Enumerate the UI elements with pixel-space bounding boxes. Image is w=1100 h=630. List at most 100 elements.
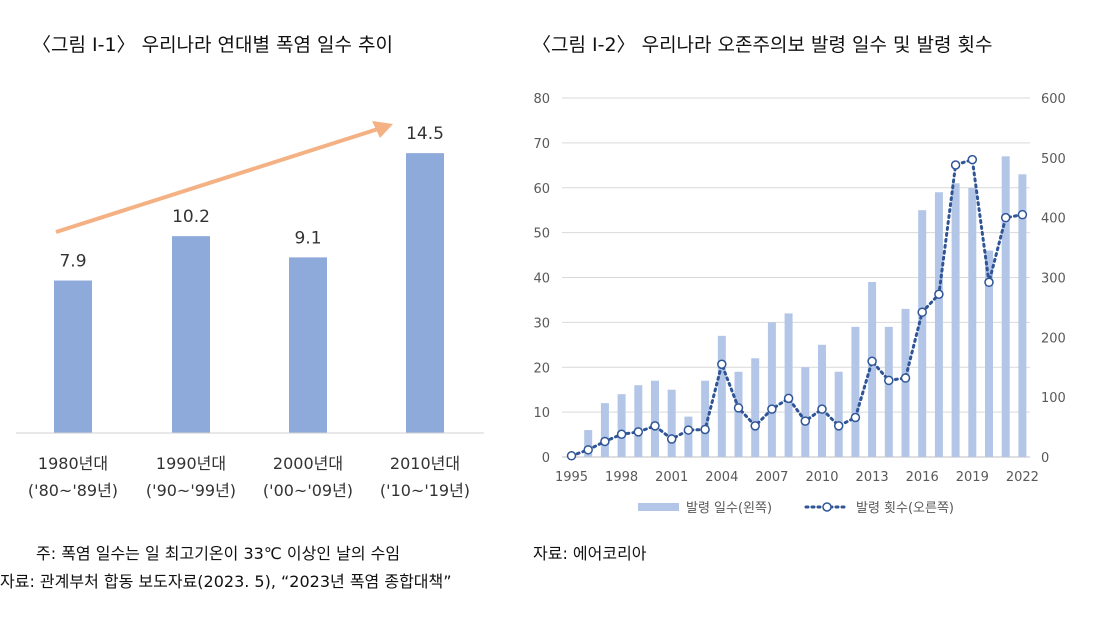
category-label: 2010년대 bbox=[390, 454, 460, 473]
y-right-tick-label: 100 bbox=[1041, 391, 1066, 406]
line-point bbox=[817, 404, 827, 414]
bar bbox=[784, 313, 793, 457]
y-left-tick-label: 0 bbox=[542, 451, 550, 466]
y-right-tick-label: 300 bbox=[1041, 272, 1066, 287]
line-point bbox=[1000, 212, 1011, 223]
bar bbox=[985, 250, 993, 457]
bar bbox=[767, 322, 776, 457]
x-tick-label: 2022 bbox=[1006, 470, 1039, 485]
line-point bbox=[683, 425, 694, 435]
bar bbox=[868, 281, 877, 457]
line-point bbox=[867, 356, 877, 367]
category-label: 2000년대 bbox=[273, 454, 343, 473]
line-point bbox=[717, 359, 727, 370]
data-label: 7.9 bbox=[59, 252, 86, 272]
bar bbox=[918, 210, 927, 457]
bar bbox=[701, 380, 710, 457]
line-point bbox=[600, 436, 610, 447]
legend-line-marker bbox=[822, 502, 832, 512]
x-tick-label: 1995 bbox=[555, 470, 588, 485]
y-right-tick-label: 0 bbox=[1041, 451, 1049, 466]
x-tick-label: 2001 bbox=[655, 470, 688, 485]
legend-bar-label: 발령 일수(왼쪽) bbox=[686, 501, 772, 516]
category-label: 1990년대 bbox=[156, 454, 226, 473]
y-left-tick-label: 60 bbox=[533, 182, 550, 197]
right-chart-title: 〈그림 Ⅰ-2〉 우리나라 오존주의보 발령 일수 및 발령 횟수 bbox=[532, 34, 993, 56]
y-left-tick-label: 40 bbox=[533, 272, 550, 287]
bar bbox=[684, 416, 693, 457]
bar bbox=[667, 389, 676, 457]
x-tick-label: 2019 bbox=[956, 470, 989, 485]
line-point bbox=[917, 307, 927, 317]
line-point bbox=[633, 427, 644, 437]
y-left-tick-label: 80 bbox=[533, 92, 550, 107]
line-point bbox=[583, 445, 593, 455]
left-chart-title: 〈그림 Ⅰ-1〉 우리나라 연대별 폭염 일수 추이 bbox=[32, 34, 393, 56]
category-label: 1980년대 bbox=[38, 454, 108, 473]
line-point bbox=[900, 373, 911, 383]
bar bbox=[901, 308, 910, 457]
line-point bbox=[566, 451, 577, 461]
bar bbox=[1001, 156, 1010, 457]
x-tick-label: 2016 bbox=[906, 470, 939, 485]
bar bbox=[818, 344, 826, 457]
line-point bbox=[783, 393, 794, 404]
line-point bbox=[967, 154, 978, 165]
bar bbox=[751, 358, 760, 457]
trend-arrow-head bbox=[372, 121, 393, 138]
y-left-tick-label: 30 bbox=[533, 316, 550, 331]
bar bbox=[584, 430, 593, 457]
trend-arrow-line bbox=[55, 127, 379, 234]
line-point bbox=[884, 375, 894, 386]
bar bbox=[851, 326, 860, 457]
bar bbox=[834, 371, 843, 457]
bar bbox=[600, 403, 609, 457]
left-source: 자료: 관계부처 합동 보도자료(2023. 5), “2023년 폭염 종합대… bbox=[0, 572, 452, 591]
x-tick-label: 2007 bbox=[755, 470, 788, 485]
line-point bbox=[750, 421, 760, 431]
data-label: 14.5 bbox=[406, 124, 444, 144]
bar bbox=[717, 335, 726, 457]
line-point bbox=[700, 424, 710, 435]
line-point bbox=[934, 289, 944, 300]
category-sublabel: ('10~'19년) bbox=[380, 481, 470, 500]
bar bbox=[884, 326, 893, 457]
bar bbox=[54, 280, 92, 433]
line-point bbox=[650, 421, 660, 431]
bar bbox=[634, 385, 643, 457]
line-point bbox=[1017, 209, 1028, 220]
bar bbox=[734, 371, 743, 457]
line-point bbox=[984, 277, 994, 288]
bar bbox=[172, 236, 210, 433]
bar bbox=[617, 394, 626, 457]
bar bbox=[406, 153, 444, 433]
right-chart: 0 10 20 30 40 50 60 70 80 0 100 200 300 400 500 600 1995… bbox=[533, 92, 1066, 516]
bar bbox=[801, 367, 810, 457]
x-tick-label: 2004 bbox=[705, 470, 738, 485]
left-chart: 7.9 1980년대 ('80~'89년) 10.2 1990년대 ('90~'99년) 9… bbox=[16, 121, 484, 500]
line-point bbox=[767, 404, 777, 414]
y-right-tick-label: 500 bbox=[1041, 152, 1066, 167]
line-point bbox=[733, 403, 744, 413]
y-left-tick-label: 10 bbox=[533, 406, 550, 421]
y-right-tick-label: 600 bbox=[1041, 92, 1066, 107]
legend-line-label: 발령 횟수(오른쪽) bbox=[856, 501, 954, 516]
category-sublabel: ('00~'09년) bbox=[263, 481, 353, 500]
legend-bar-swatch bbox=[638, 503, 679, 511]
bar bbox=[1018, 174, 1027, 457]
line-point bbox=[616, 429, 627, 440]
data-label: 9.1 bbox=[294, 228, 321, 248]
y-left-tick-label: 70 bbox=[533, 137, 550, 152]
left-note: 주: 폭염 일수는 일 최고기온이 33℃ 이상인 날의 수임 bbox=[36, 544, 401, 563]
bar bbox=[651, 380, 659, 457]
x-tick-label: 2013 bbox=[856, 470, 889, 485]
bar bbox=[934, 192, 943, 458]
bar bbox=[968, 187, 977, 457]
line-point bbox=[950, 160, 961, 170]
right-source: 자료: 에어코리아 bbox=[533, 544, 647, 563]
data-label: 10.2 bbox=[172, 207, 210, 227]
x-tick-label: 1998 bbox=[605, 470, 638, 485]
y-right-tick-label: 200 bbox=[1041, 331, 1066, 346]
y-left-tick-label: 20 bbox=[533, 361, 550, 376]
category-sublabel: ('80~'89년) bbox=[28, 481, 118, 500]
